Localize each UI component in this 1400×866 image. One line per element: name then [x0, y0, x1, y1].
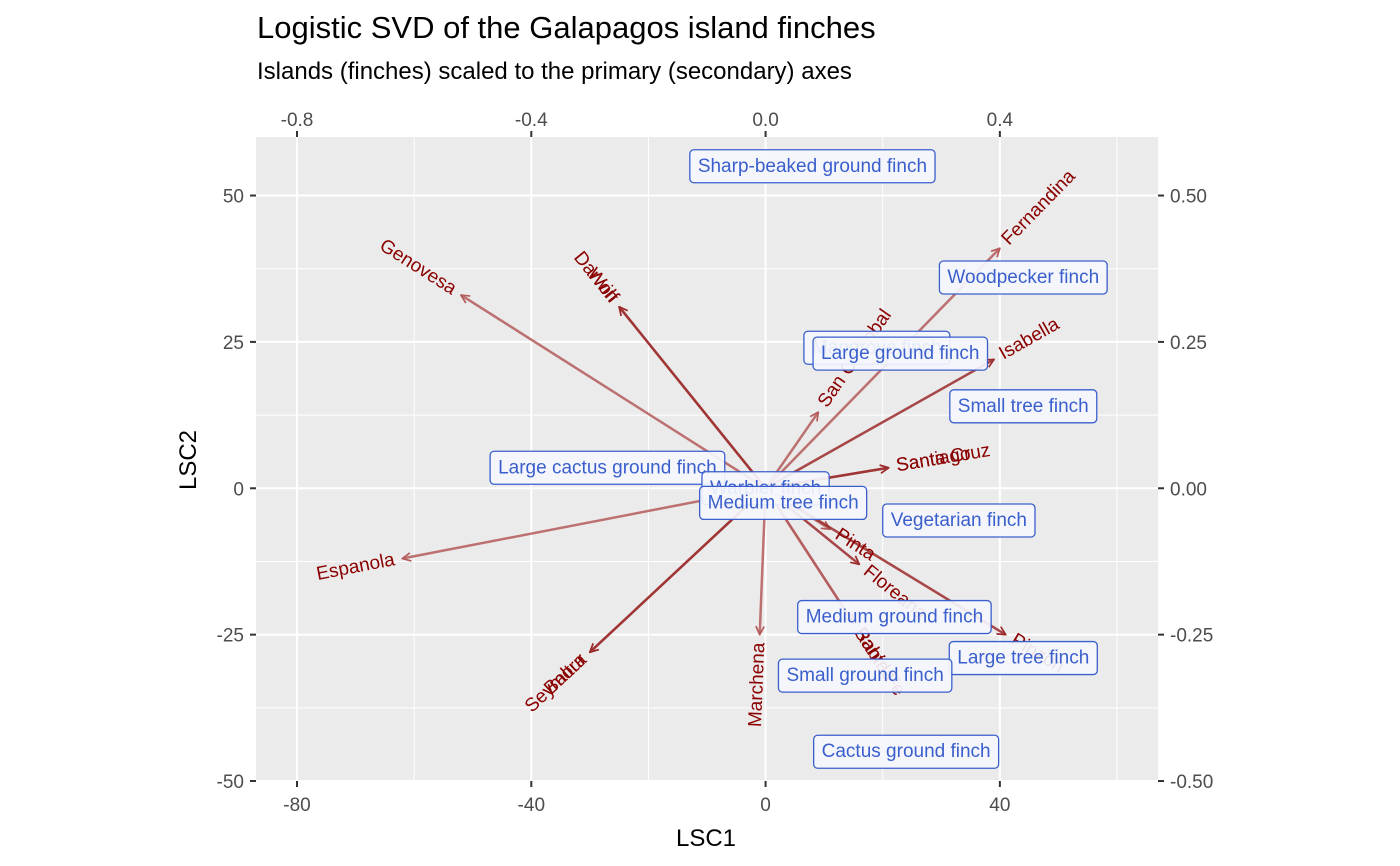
finch-label-text: Small tree finch	[958, 396, 1089, 417]
finch-label-box	[812, 734, 1000, 769]
y2-tick-label: 0.50	[1170, 187, 1207, 208]
finch-label: Large tree finch	[948, 640, 1098, 676]
y-tick-label: -50	[217, 772, 244, 793]
x-tick-label: -40	[518, 795, 545, 816]
finch-label-box	[948, 640, 1098, 676]
y2-tick-label: -0.25	[1170, 626, 1213, 647]
chart-subtitle: Islands (finches) scaled to the primary …	[257, 58, 852, 85]
finch-label: Cactus ground finch	[812, 734, 1000, 769]
finch-label: Small ground finch	[777, 658, 953, 693]
minor-gridlines	[256, 137, 1158, 781]
finch-label-text: Vegetarian finch	[891, 510, 1027, 531]
y2-tick-label: -0.50	[1170, 772, 1213, 793]
finch-label-text: Medium ground finch	[806, 607, 983, 628]
finch-label-text: Sharp-beaked ground finch	[698, 156, 927, 177]
finch-label-box	[777, 658, 953, 693]
finch-label: Medium ground finch	[797, 599, 992, 635]
x2-tick-label: -0.8	[281, 110, 314, 131]
x-tick-label: 0	[760, 795, 771, 816]
finch-label-text: Medium tree finch	[708, 492, 859, 513]
finch-label-box	[689, 149, 936, 184]
finch-label-text: Large tree finch	[957, 648, 1089, 669]
finch-label-text: Large ground finch	[821, 343, 979, 364]
island-arrow	[764, 358, 994, 490]
x-tick-label: -80	[283, 795, 310, 816]
finch-label: Woodpecker finch	[938, 260, 1108, 295]
finch-label: Small tree finch	[949, 389, 1098, 424]
x-axis-label: LSC1	[676, 825, 736, 852]
x2-tick-label: 0.4	[987, 110, 1014, 131]
finch-label-box	[489, 450, 726, 485]
finch-label: Sharp-beaked ground finch	[689, 149, 936, 184]
finch-label: Medium tree finch	[698, 485, 868, 521]
y2-tick-label: 0.25	[1170, 333, 1207, 354]
finch-label-box	[882, 503, 1036, 538]
finch-label-text: Large cactus ground finch	[498, 457, 717, 478]
x2-tick-label: -0.4	[515, 110, 548, 131]
axes: -80 -40 0 40 -0.8 -0.4 0.0 0.4 -50 -25 0 25 50 -0.50 -…	[217, 110, 1214, 816]
x-tick-label: 40	[989, 795, 1010, 816]
finch-label-box	[698, 485, 868, 521]
finch-label: Vegetarian finch	[882, 503, 1036, 538]
finch-labels: Sharp-beaked ground finch Woodpecker finc…	[489, 149, 1108, 769]
finch-label-box	[949, 389, 1098, 424]
finch-label: Large cactus ground finch	[489, 450, 726, 485]
y-tick-label: 50	[223, 187, 244, 208]
y-tick-label: 25	[223, 333, 244, 354]
major-gridlines	[256, 137, 1158, 782]
island-arrow	[619, 307, 767, 490]
finch-label-box	[797, 599, 992, 635]
finch-label-box	[938, 260, 1108, 295]
finch-label-text: Small ground finch	[786, 665, 943, 686]
finch-label-text: Cactus ground finch	[822, 741, 991, 762]
finch-label-text: Woodpecker finch	[947, 267, 1099, 288]
island-label: Marchena	[745, 642, 769, 728]
finch-label-box	[812, 336, 989, 371]
y-tick-label: -25	[217, 626, 244, 647]
y-axis-label: LSC2	[175, 430, 202, 490]
y-tick-label: 0	[233, 479, 244, 500]
y2-tick-label: 0.00	[1170, 479, 1207, 500]
finch-label: Large ground finch	[812, 336, 989, 371]
chart-title: Logistic SVD of the Galapagos island fin…	[257, 10, 876, 45]
x2-tick-label: 0.0	[752, 110, 778, 131]
